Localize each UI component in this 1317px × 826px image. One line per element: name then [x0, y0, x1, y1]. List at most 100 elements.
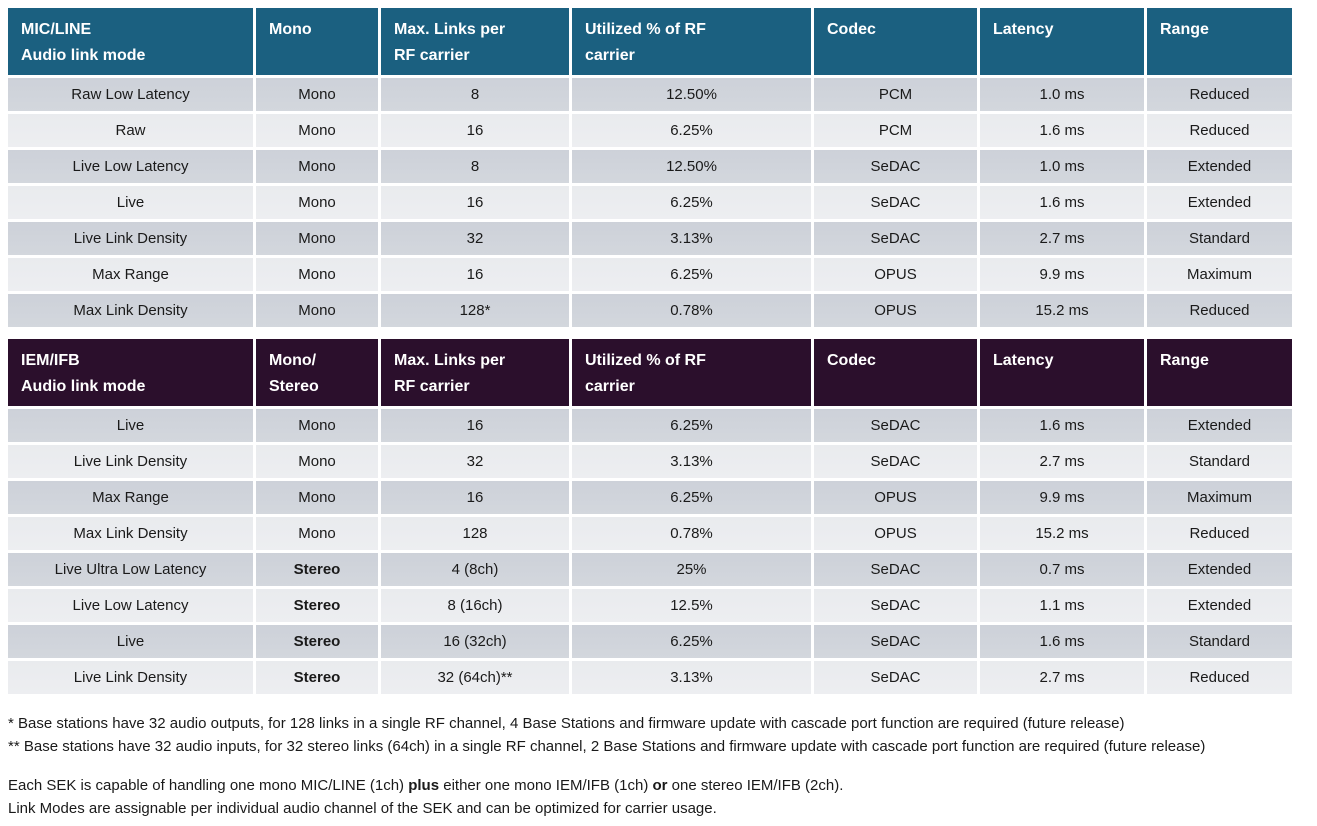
table-cell: 16 (32ch) — [381, 625, 569, 658]
note-line-sek-capability: Each SEK is capable of handling one mono… — [8, 774, 1317, 797]
table-cell: Stereo — [256, 661, 378, 694]
col-header-max-links: Max. Links per RF carrier — [381, 8, 569, 75]
table-cell: 8 — [381, 78, 569, 111]
table-cell: Live — [8, 186, 253, 219]
table-cell: 16 — [381, 186, 569, 219]
table-cell: 8 — [381, 150, 569, 183]
notes: Each SEK is capable of handling one mono… — [8, 774, 1317, 820]
table-cell: Mono — [256, 409, 378, 442]
table-cell: Live Link Density — [8, 445, 253, 478]
footnote-line-asterisk: * Base stations have 32 audio outputs, f… — [8, 712, 1317, 735]
table-cell: Extended — [1147, 589, 1292, 622]
table-row: Live Ultra Low Latency Stereo 4 (8ch) 25% Se… — [8, 553, 1292, 586]
col-header-codec: Codec — [814, 8, 977, 75]
table-cell: Stereo — [256, 589, 378, 622]
table-cell: 128* — [381, 294, 569, 327]
table-cell: 2.7 ms — [980, 222, 1144, 255]
table-cell: Extended — [1147, 186, 1292, 219]
table-cell: SeDAC — [814, 186, 977, 219]
mic-line-table-body: Raw Low Latency Mono 8 12.50% PCM 1.0 ms Reduc… — [8, 78, 1292, 327]
table-row: Live Mono 16 6.25% SeDAC 1.6 ms Extended — [8, 186, 1292, 219]
col-header-max-links: Max. Links per RF carrier — [381, 339, 569, 406]
table-cell: Extended — [1147, 409, 1292, 442]
table-cell: OPUS — [814, 258, 977, 291]
iem-ifb-table: IEM/IFB Audio link mode Mono/ Stereo Max… — [5, 336, 1295, 697]
table-cell: Mono — [256, 445, 378, 478]
table-cell: 3.13% — [572, 445, 811, 478]
table-cell: 6.25% — [572, 186, 811, 219]
table-row: Max Range Mono 16 6.25% OPUS 9.9 ms Maximum — [8, 481, 1292, 514]
table-cell: Mono — [256, 517, 378, 550]
table-cell: 25% — [572, 553, 811, 586]
table-cell: 6.25% — [572, 481, 811, 514]
table-cell: 12.50% — [572, 78, 811, 111]
text-segment: * Base stations have 32 audio outputs, f… — [8, 715, 1125, 732]
table-cell: 1.1 ms — [980, 589, 1144, 622]
text-segment: Link Modes are assignable per individual… — [8, 800, 717, 817]
table-cell: 4 (8ch) — [381, 553, 569, 586]
text-segment: ** Base stations have 32 audio inputs, f… — [8, 738, 1206, 755]
table-cell: 1.6 ms — [980, 625, 1144, 658]
table-cell: SeDAC — [814, 150, 977, 183]
table-cell: Live Link Density — [8, 222, 253, 255]
table-row: Live Stereo 16 (32ch) 6.25% SeDAC 1.6 ms Stand… — [8, 625, 1292, 658]
table-cell: 32 (64ch)** — [381, 661, 569, 694]
col-header-range: Range — [1147, 8, 1292, 75]
table-cell: Live Ultra Low Latency — [8, 553, 253, 586]
table-cell: 2.7 ms — [980, 661, 1144, 694]
table-cell: Mono — [256, 186, 378, 219]
table-row: Live Low Latency Stereo 8 (16ch) 12.5% SeDAC… — [8, 589, 1292, 622]
table-cell: PCM — [814, 114, 977, 147]
footnotes: * Base stations have 32 audio outputs, f… — [8, 712, 1317, 758]
table-cell: Standard — [1147, 625, 1292, 658]
table-cell: Live — [8, 409, 253, 442]
table-cell: Reduced — [1147, 294, 1292, 327]
table-cell: 128 — [381, 517, 569, 550]
table-cell: Raw Low Latency — [8, 78, 253, 111]
table-cell: SeDAC — [814, 445, 977, 478]
text-segment: plus — [408, 777, 440, 794]
table-row: Raw Mono 16 6.25% PCM 1.6 ms Reduced — [8, 114, 1292, 147]
table-cell: 3.13% — [572, 222, 811, 255]
table-cell: Live Low Latency — [8, 150, 253, 183]
col-header-channel: Mono/ Stereo — [256, 339, 378, 406]
table-cell: Raw — [8, 114, 253, 147]
table-cell: 15.2 ms — [980, 294, 1144, 327]
table-cell: SeDAC — [814, 661, 977, 694]
table-cell: Max Range — [8, 258, 253, 291]
table-cell: 9.9 ms — [980, 481, 1144, 514]
table-row: Live Link Density Stereo 32 (64ch)** 3.13% S… — [8, 661, 1292, 694]
col-header-latency: Latency — [980, 339, 1144, 406]
col-header-range: Range — [1147, 339, 1292, 406]
table-cell: 12.5% — [572, 589, 811, 622]
col-header-utilized-percent: Utilized % of RF carrier — [572, 339, 811, 406]
table-cell: 6.25% — [572, 625, 811, 658]
table-cell: Standard — [1147, 222, 1292, 255]
table-cell: 8 (16ch) — [381, 589, 569, 622]
table-cell: SeDAC — [814, 553, 977, 586]
text-segment: or — [652, 777, 668, 794]
table-cell: 16 — [381, 409, 569, 442]
table-cell: 6.25% — [572, 114, 811, 147]
table-cell: 16 — [381, 114, 569, 147]
table-cell: 1.0 ms — [980, 78, 1144, 111]
table-cell: 12.50% — [572, 150, 811, 183]
table-cell: 16 — [381, 258, 569, 291]
col-header-audio-link-mode: MIC/LINE Audio link mode — [8, 8, 253, 75]
table-cell: 1.6 ms — [980, 409, 1144, 442]
footnote-line-double-asterisk: ** Base stations have 32 audio inputs, f… — [8, 735, 1317, 758]
table-cell: Max Range — [8, 481, 253, 514]
table-cell: Max Link Density — [8, 294, 253, 327]
col-header-latency: Latency — [980, 8, 1144, 75]
mic-line-header-row: MIC/LINE Audio link mode Mono Max. Links… — [8, 8, 1292, 75]
table-cell: Stereo — [256, 625, 378, 658]
table-cell: 32 — [381, 445, 569, 478]
mic-line-table: MIC/LINE Audio link mode Mono Max. Links… — [5, 5, 1295, 330]
table-cell: Extended — [1147, 553, 1292, 586]
table-cell: Extended — [1147, 150, 1292, 183]
table-cell: 6.25% — [572, 409, 811, 442]
table-row: Live Link Density Mono 32 3.13% SeDAC 2.7 ms S… — [8, 445, 1292, 478]
table-cell: SeDAC — [814, 589, 977, 622]
text-segment: either one mono IEM/IFB (1ch) — [439, 777, 653, 794]
table-row: Live Mono 16 6.25% SeDAC 1.6 ms Extended — [8, 409, 1292, 442]
